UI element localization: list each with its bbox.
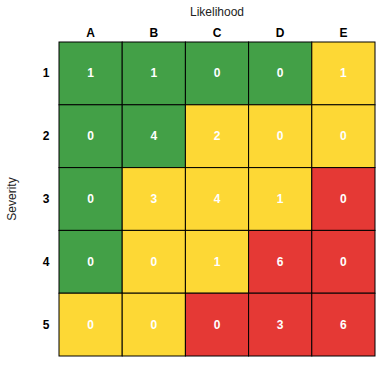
cells [59, 42, 375, 356]
cell-label: 0 [87, 192, 94, 206]
cell-label: 4 [214, 192, 221, 206]
cell [122, 230, 185, 293]
x-axis-title: Likelihood [190, 5, 244, 19]
cell-label: 0 [214, 66, 221, 80]
x-tick-label: D [276, 26, 285, 40]
cell [312, 230, 375, 293]
cell [312, 42, 375, 105]
y-axis-title: Severity [5, 177, 19, 220]
cell-label: 2 [214, 129, 221, 143]
cell-label: 1 [214, 255, 221, 269]
chart: Likelihood Severity A B C D E 1 2 3 4 5 1 1 0 0 1 0 4 2 0 0 0 3… [0, 0, 390, 371]
cell [59, 230, 122, 293]
cell [59, 105, 122, 168]
cell [249, 293, 312, 356]
y-tick-label: 2 [43, 129, 50, 143]
cell-label: 0 [340, 129, 347, 143]
cell-labels: 1 1 0 0 1 0 4 2 0 0 0 3 4 1 0 0 0 1 6 0 0 0 0 3 6 [87, 66, 347, 331]
cell-label: 0 [277, 66, 284, 80]
x-tick-label: A [86, 26, 95, 40]
x-tick-label: C [213, 26, 222, 40]
cell [122, 293, 185, 356]
cell [122, 105, 185, 168]
cell-label: 1 [87, 66, 94, 80]
cell [59, 42, 122, 105]
cell-label: 4 [150, 129, 157, 143]
y-tick-label: 1 [43, 66, 50, 80]
cell-label: 6 [340, 318, 347, 332]
x-tick-label: B [149, 26, 158, 40]
cell [249, 105, 312, 168]
cell-label: 6 [277, 255, 284, 269]
cell [122, 168, 185, 231]
y-tick-label: 5 [43, 318, 50, 332]
cell [249, 42, 312, 105]
cell-label: 0 [214, 318, 221, 332]
cell-label: 0 [340, 255, 347, 269]
cell-label: 1 [340, 66, 347, 80]
cell [249, 168, 312, 231]
cell [185, 293, 248, 356]
cell-label: 0 [277, 129, 284, 143]
cell-label: 0 [87, 318, 94, 332]
cell [312, 168, 375, 231]
y-tick-label: 3 [43, 192, 50, 206]
cell-label: 0 [87, 129, 94, 143]
cell-label: 0 [340, 192, 347, 206]
cell [185, 230, 248, 293]
cell [185, 42, 248, 105]
cell [59, 293, 122, 356]
cell-label: 1 [150, 66, 157, 80]
cell [185, 168, 248, 231]
cell-label: 0 [150, 318, 157, 332]
cell-label: 3 [277, 318, 284, 332]
cell-label: 3 [150, 192, 157, 206]
cell [249, 230, 312, 293]
y-tick-label: 4 [43, 255, 50, 269]
cell [312, 293, 375, 356]
cell [185, 105, 248, 168]
cell-label: 0 [87, 255, 94, 269]
cell [312, 105, 375, 168]
cell [122, 42, 185, 105]
cell [59, 168, 122, 231]
cell-label: 0 [150, 255, 157, 269]
x-tick-label: E [339, 26, 347, 40]
cell-label: 1 [277, 192, 284, 206]
